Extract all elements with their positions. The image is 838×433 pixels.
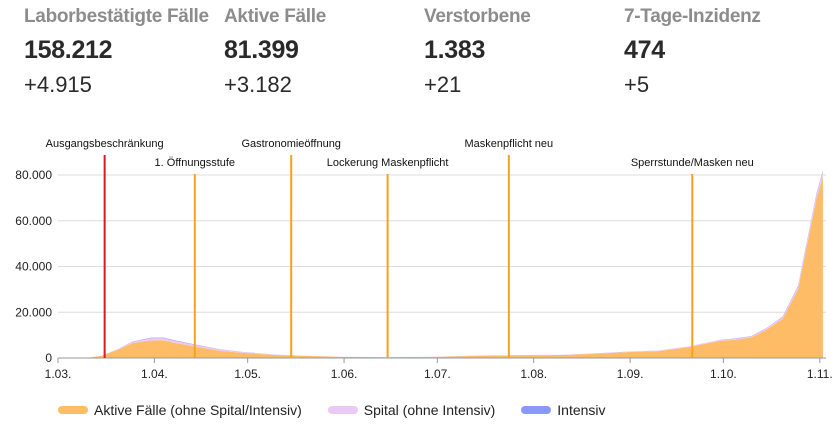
- kpi-label: Aktive Fälle: [224, 6, 327, 27]
- legend-label: Aktive Fälle (ohne Spital/Intensiv): [94, 402, 302, 418]
- kpi-label: 7-Tage-Inzidenz: [624, 6, 761, 27]
- kpi-panel: Laborbestätigte Fälle 158.212 +4.915 Akt…: [0, 0, 838, 110]
- y-tick-label: 80.000: [15, 168, 52, 182]
- annotation-label: 1. Öffnungsstufe: [155, 157, 236, 169]
- kpi-value: 1.383: [424, 36, 486, 64]
- x-tick-label: 1.10.: [710, 367, 737, 381]
- x-tick-label: 1.07.: [424, 367, 451, 381]
- x-tick-label: 1.06.: [331, 367, 358, 381]
- kpi-confirmed-cases: Laborbestätigte Fälle 158.212 +4.915: [24, 6, 209, 98]
- legend-swatch: [521, 406, 552, 414]
- area-series-1: [58, 172, 823, 358]
- y-tick-label: 60.000: [15, 214, 52, 228]
- kpi-delta: +5: [624, 72, 650, 97]
- annotation-label: Sperrstunde/Masken neu: [631, 157, 754, 169]
- kpi-deaths: Verstorbene 1.383 +21: [424, 6, 531, 98]
- cases-area-chart: 0 20.000 40.000 60.000 80.000 1.03. 1.04. 1.05.…: [15, 138, 833, 381]
- annotation-label: Lockerung Maskenpflicht: [327, 157, 449, 169]
- annotation-label: Maskenpflicht neu: [465, 138, 554, 150]
- legend-item-active: Aktive Fälle (ohne Spital/Intensiv): [58, 402, 302, 418]
- annotation-label: Ausgangsbeschränkung: [46, 138, 164, 150]
- y-tick-label: 40.000: [15, 260, 52, 274]
- y-tick-label: 20.000: [15, 305, 52, 319]
- kpi-label: Laborbestätigte Fälle: [24, 6, 209, 27]
- legend-item-hospital: Spital (ohne Intensiv): [327, 402, 496, 418]
- x-tick-label: 1.03.: [45, 367, 72, 381]
- legend-swatch: [327, 406, 358, 414]
- annotation-label: Gastronomieöffnung: [241, 138, 340, 150]
- y-tick-label: 0: [45, 351, 52, 365]
- kpi-label: Verstorbene: [424, 6, 531, 27]
- chart-legend: Aktive Fälle (ohne Spital/Intensiv) Spit…: [58, 400, 632, 420]
- x-tick-label: 1.09.: [617, 367, 644, 381]
- legend-item-icu: Intensiv: [521, 402, 606, 418]
- legend-swatch: [58, 406, 88, 414]
- kpi-active-cases: Aktive Fälle 81.399 +3.182: [224, 6, 326, 98]
- kpi-delta: +3.182: [224, 72, 292, 97]
- kpi-delta: +21: [424, 72, 462, 97]
- kpi-value: 81.399: [224, 36, 299, 64]
- kpi-value: 474: [624, 36, 665, 64]
- legend-label: Spital (ohne Intensiv): [363, 402, 496, 418]
- area-series-2: [58, 170, 823, 358]
- kpi-delta: +4.915: [24, 72, 92, 97]
- x-tick-label: 1.08.: [520, 367, 547, 381]
- area-series-0: [58, 177, 823, 358]
- legend-label: Intensiv: [557, 402, 606, 418]
- kpi-value: 158.212: [24, 36, 113, 64]
- x-tick-label: 1.05.: [234, 367, 261, 381]
- x-tick-label: 1.11.: [807, 367, 833, 381]
- x-tick-label: 1.04.: [141, 367, 168, 381]
- kpi-7-day-incidence: 7-Tage-Inzidenz 474 +5: [624, 6, 761, 98]
